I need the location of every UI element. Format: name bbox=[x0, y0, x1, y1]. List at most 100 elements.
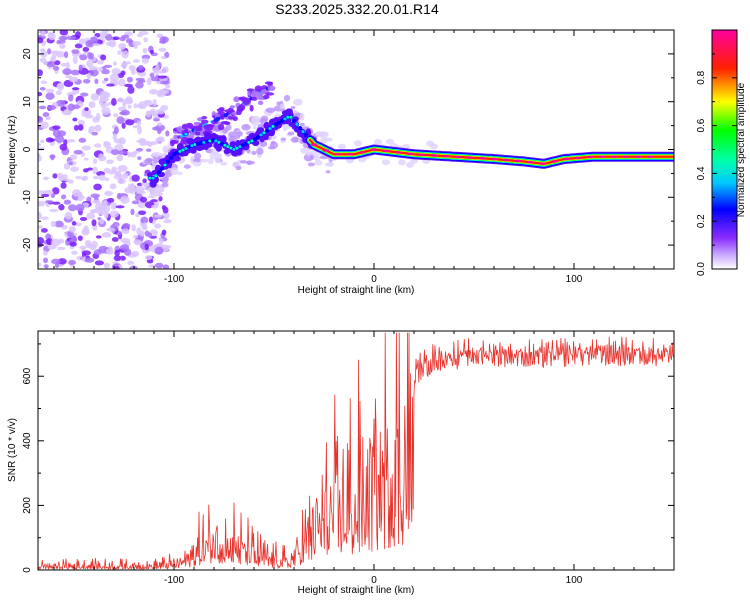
branch-blob bbox=[194, 131, 202, 136]
snr-frame bbox=[37, 330, 675, 571]
noise-blob bbox=[136, 33, 143, 38]
noise-blob bbox=[63, 51, 69, 59]
noise-blob bbox=[95, 235, 102, 239]
ridge-peak bbox=[418, 153, 426, 157]
branch-blob bbox=[201, 119, 209, 124]
noise-blob bbox=[146, 77, 152, 86]
noise-blob bbox=[83, 157, 89, 161]
branch-blob bbox=[215, 116, 221, 121]
ridge-halo bbox=[269, 141, 279, 149]
ridge-halo bbox=[236, 131, 243, 137]
noise-blob bbox=[54, 220, 64, 228]
noise-blob bbox=[84, 257, 95, 263]
noise-blob bbox=[161, 204, 167, 210]
noise-blob bbox=[131, 224, 136, 232]
noise-blob bbox=[78, 38, 86, 45]
noise-blob bbox=[39, 48, 46, 52]
branch-blob bbox=[249, 104, 254, 112]
noise-blob bbox=[58, 43, 66, 49]
y-tick-label-bottom-4: 600 bbox=[22, 367, 33, 384]
ridge-peak bbox=[430, 154, 438, 157]
noise-blob bbox=[117, 165, 128, 172]
y-tick-label-top-5: 20 bbox=[22, 48, 33, 60]
ridge-peak bbox=[574, 156, 582, 160]
ridge-halo bbox=[228, 135, 237, 143]
ridge-blob bbox=[301, 130, 305, 134]
branch-blob bbox=[184, 128, 189, 133]
ridge-blob bbox=[190, 144, 194, 148]
noise-blob bbox=[69, 241, 77, 247]
ridge-halo bbox=[309, 150, 317, 156]
colorbar-tick-label-1: 0.0 bbox=[696, 262, 707, 276]
ridge-blob bbox=[151, 176, 155, 180]
ridge-blob bbox=[232, 148, 236, 151]
noise-blob bbox=[100, 54, 107, 61]
noise-blob bbox=[126, 151, 133, 158]
noise-blob bbox=[92, 43, 101, 47]
noise-blob bbox=[101, 232, 112, 238]
noise-blob bbox=[40, 216, 49, 220]
ridge-halo bbox=[207, 158, 214, 165]
noise-blob bbox=[98, 174, 106, 181]
noise-blob bbox=[101, 103, 110, 107]
ridge-peak bbox=[502, 158, 510, 162]
noise-blob bbox=[154, 262, 164, 269]
noise-blob bbox=[117, 78, 126, 87]
noise-blob bbox=[49, 208, 59, 213]
noise-blob bbox=[86, 212, 96, 220]
noise-blob bbox=[152, 98, 157, 107]
noise-blob bbox=[153, 118, 160, 122]
noise-blob bbox=[72, 56, 78, 65]
noise-blob bbox=[70, 69, 81, 76]
noise-blob bbox=[124, 83, 133, 88]
noise-blob bbox=[136, 126, 142, 135]
noise-blob bbox=[137, 201, 147, 209]
noise-blob bbox=[132, 235, 139, 239]
noise-blob bbox=[71, 221, 77, 226]
noise-blob bbox=[45, 92, 55, 100]
noise-blob bbox=[68, 226, 76, 233]
noise-blob bbox=[118, 43, 127, 50]
noise-blob bbox=[138, 141, 148, 147]
branch-blob bbox=[232, 116, 238, 122]
noise-blob bbox=[112, 132, 118, 141]
branch-blob bbox=[169, 139, 179, 144]
y-tick-label-bottom-3: 400 bbox=[22, 432, 33, 449]
noise-blob bbox=[68, 94, 74, 102]
ridge-halo bbox=[300, 147, 310, 154]
noise-blob bbox=[96, 59, 104, 65]
noise-blob bbox=[148, 88, 158, 95]
ridge-blob bbox=[268, 126, 272, 130]
noise-blob bbox=[129, 265, 138, 269]
ridge-peak bbox=[646, 155, 654, 158]
noise-blob bbox=[125, 96, 133, 103]
branch-blob bbox=[242, 97, 252, 105]
ridge-halo bbox=[299, 113, 305, 121]
noise-blob bbox=[48, 138, 56, 142]
noise-blob bbox=[103, 262, 111, 269]
ridge-halo bbox=[225, 124, 232, 131]
ridge-blob bbox=[297, 125, 303, 130]
noise-blob bbox=[38, 225, 43, 229]
x-tick-label-top-1: -100 bbox=[164, 274, 184, 285]
branch-blob bbox=[184, 132, 188, 136]
noise-blob bbox=[45, 116, 51, 121]
branch-blob bbox=[217, 123, 225, 131]
branch-blob bbox=[267, 85, 276, 92]
ridge-blob bbox=[163, 163, 167, 167]
noise-blob bbox=[52, 201, 61, 205]
noise-blob bbox=[38, 91, 43, 97]
noise-blob bbox=[131, 68, 136, 75]
noise-blob bbox=[55, 99, 66, 107]
noise-blob bbox=[111, 98, 117, 106]
noise-blob bbox=[142, 178, 147, 183]
ridge-halo bbox=[313, 154, 320, 158]
noise-blob bbox=[115, 205, 125, 209]
ridge-peak bbox=[310, 143, 318, 147]
ridge-blob bbox=[264, 128, 270, 133]
noise-blob bbox=[145, 255, 153, 261]
noise-blob bbox=[85, 39, 95, 48]
noise-blob bbox=[122, 172, 129, 179]
noise-blob bbox=[106, 83, 115, 87]
noise-blob bbox=[77, 235, 83, 241]
